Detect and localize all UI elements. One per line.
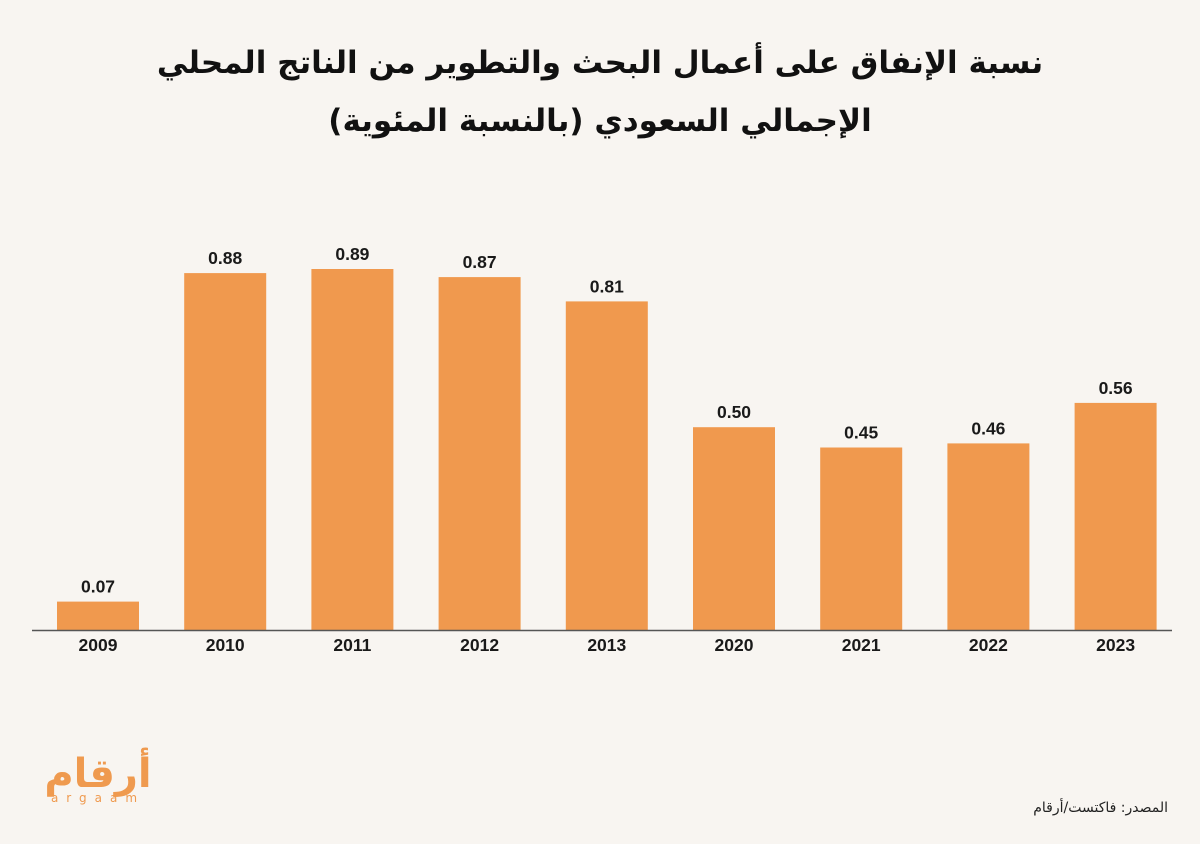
x-tick-label-2009: 2009 xyxy=(79,635,118,655)
data-label-2009: 0.07 xyxy=(81,577,115,597)
x-tick-label-2011: 2011 xyxy=(333,635,371,655)
bar-2011 xyxy=(311,269,394,630)
data-label-2011: 0.89 xyxy=(335,244,369,264)
bar-2009 xyxy=(57,601,139,630)
data-label-2022: 0.46 xyxy=(971,418,1005,438)
x-tick-label-2022: 2022 xyxy=(969,635,1008,655)
logo-latin-text: argaam xyxy=(50,791,146,805)
chart-title: نسبة الإنفاق على أعمال البحث والتطوير من… xyxy=(0,34,1200,150)
bar-2023 xyxy=(1074,402,1157,630)
x-tick-label-2010: 2010 xyxy=(206,635,245,655)
x-tick-label-2023: 2023 xyxy=(1096,635,1135,655)
bar-2012 xyxy=(438,277,521,630)
data-label-2021: 0.45 xyxy=(844,423,878,443)
x-tick-label-2021: 2021 xyxy=(842,635,881,655)
bar-2013 xyxy=(565,301,648,630)
source-note: المصدر: فاكتست/أرقام xyxy=(1033,800,1168,816)
bar-2021 xyxy=(820,447,903,630)
x-tick-label-2020: 2020 xyxy=(715,635,754,655)
chart-title-line-2: الإجمالي السعودي (بالنسبة المئوية) xyxy=(328,103,872,139)
bar-2010 xyxy=(184,273,267,630)
argaam-logo: أرقام argaam xyxy=(30,752,170,822)
data-label-2012: 0.87 xyxy=(463,252,497,272)
x-tick-label-2013: 2013 xyxy=(587,635,626,655)
x-tick-label-2012: 2012 xyxy=(460,635,499,655)
bar-2020 xyxy=(693,427,775,630)
data-label-2010: 0.88 xyxy=(208,248,242,268)
data-label-2023: 0.56 xyxy=(1099,378,1133,398)
chart-title-line-1: نسبة الإنفاق على أعمال البحث والتطوير من… xyxy=(156,45,1044,81)
data-label-2020: 0.50 xyxy=(717,402,751,422)
data-label-2013: 0.81 xyxy=(590,276,624,296)
bar-2022 xyxy=(947,443,1030,630)
logo-arabic-text: أرقام xyxy=(44,751,152,797)
